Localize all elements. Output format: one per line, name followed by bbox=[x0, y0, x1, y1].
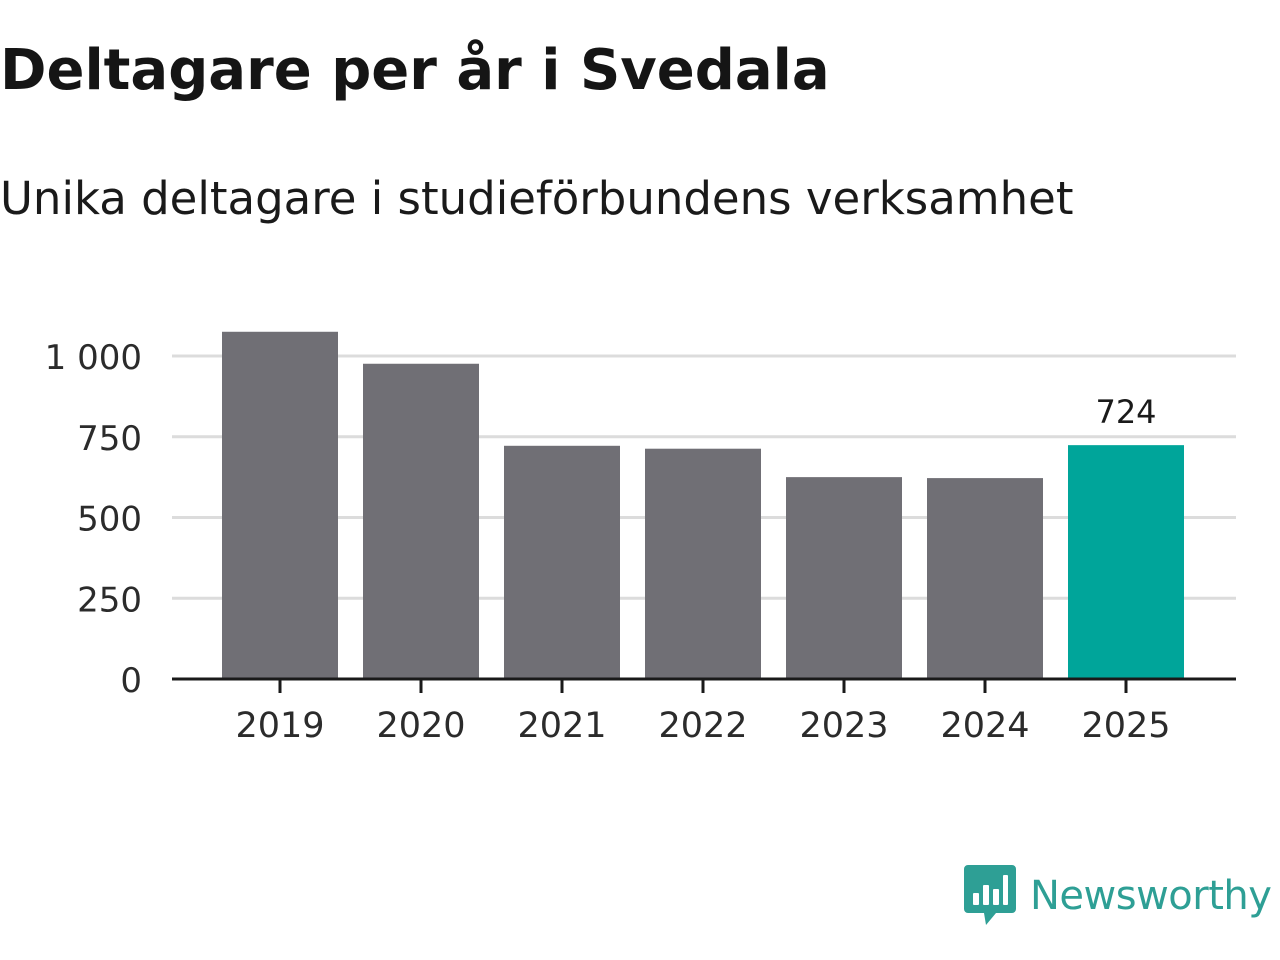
y-axis-ticks: 0 250 500 750 1 000 bbox=[45, 338, 142, 701]
x-tick-label: 2025 bbox=[1081, 706, 1170, 746]
chart-title: Deltagare per år i Svedala bbox=[0, 38, 830, 103]
y-tick-label: 500 bbox=[77, 500, 142, 540]
x-axis-ticks: 2019 2020 2021 2022 2023 2024 2025 bbox=[235, 706, 1170, 746]
y-tick-label: 750 bbox=[77, 419, 142, 459]
y-tick-label: 250 bbox=[77, 580, 142, 620]
bar-2023 bbox=[786, 477, 902, 679]
x-tick-label: 2019 bbox=[235, 706, 324, 746]
newsworthy-logo-icon bbox=[964, 865, 1016, 925]
x-axis bbox=[172, 677, 1236, 693]
x-tick-label: 2024 bbox=[940, 706, 1029, 746]
data-labels: 724 bbox=[1095, 393, 1156, 431]
bar-2025 bbox=[1068, 445, 1184, 679]
x-tick-label: 2021 bbox=[517, 706, 606, 746]
brand-name: Newsworthy bbox=[1030, 873, 1272, 919]
bar-2019 bbox=[222, 331, 338, 679]
y-tick-label: 1 000 bbox=[45, 338, 142, 378]
bar-2021 bbox=[504, 445, 620, 679]
brand-logo: Newsworthy bbox=[964, 864, 1276, 928]
y-tick-label: 0 bbox=[120, 661, 142, 701]
bar-2022 bbox=[645, 448, 761, 679]
x-tick-label: 2023 bbox=[799, 706, 888, 746]
bar-2020 bbox=[363, 363, 479, 679]
chart-subtitle: Unika deltagare i studieförbundens verks… bbox=[0, 172, 1074, 225]
bars bbox=[222, 331, 1184, 679]
bar-2024 bbox=[927, 478, 1043, 679]
x-tick-label: 2020 bbox=[376, 706, 465, 746]
data-label: 724 bbox=[1095, 393, 1156, 431]
x-tick-label: 2022 bbox=[658, 706, 747, 746]
